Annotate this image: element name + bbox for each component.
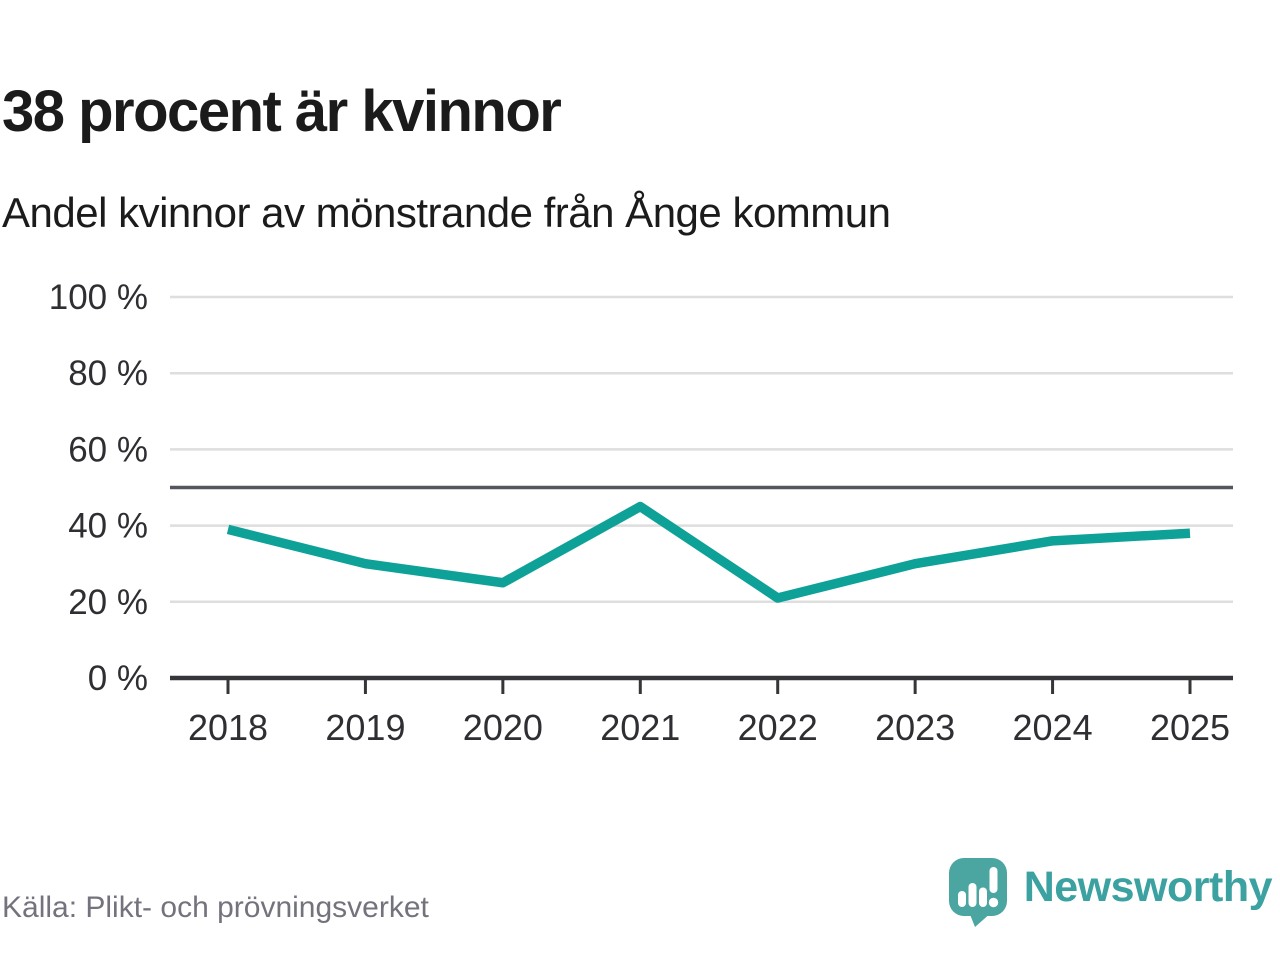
x-tick-label: 2022	[738, 707, 818, 748]
y-tick-label: 60 %	[68, 430, 148, 469]
data-line	[226, 501, 1191, 603]
chart-subtitle: Andel kvinnor av mönstrande från Ånge ko…	[2, 189, 891, 236]
x-tick-label: 2020	[463, 707, 543, 748]
x-tick-label: 2019	[325, 707, 405, 748]
y-tick-label: 0 %	[88, 659, 148, 698]
newsworthy-logo-icon	[948, 858, 1007, 927]
x-tick-label: 2018	[188, 707, 268, 748]
x-tick-label: 2025	[1150, 707, 1230, 748]
x-tick-label: 2024	[1013, 707, 1093, 748]
source-text: Källa: Plikt- och prövningsverket	[2, 891, 429, 924]
page-title: 38 procent är kvinnor	[2, 78, 562, 144]
x-tick-label: 2021	[600, 707, 680, 748]
y-tick-label: 80 %	[68, 354, 148, 393]
x-tick-label: 2023	[875, 707, 955, 748]
y-tick-label: 100 %	[49, 278, 148, 317]
newsworthy-logo: Newsworthy	[947, 856, 1273, 928]
y-tick-label: 20 %	[68, 583, 148, 622]
newsworthy-wordmark: Newsworthy	[1023, 863, 1273, 911]
y-tick-label: 40 %	[68, 507, 148, 546]
